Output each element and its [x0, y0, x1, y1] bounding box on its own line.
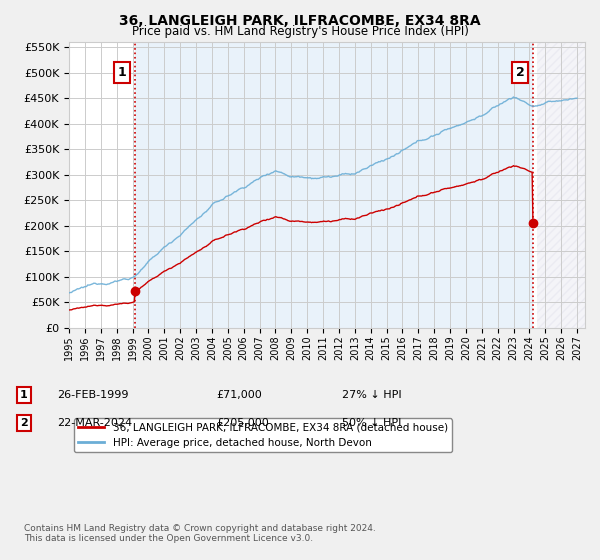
- Bar: [538, 42, 585, 328]
- Text: 26-FEB-1999: 26-FEB-1999: [57, 390, 128, 400]
- Bar: [538, 42, 585, 328]
- Text: 22-MAR-2024: 22-MAR-2024: [57, 418, 132, 428]
- Text: 2: 2: [20, 418, 28, 428]
- Text: 36, LANGLEIGH PARK, ILFRACOMBE, EX34 8RA: 36, LANGLEIGH PARK, ILFRACOMBE, EX34 8RA: [119, 14, 481, 28]
- Text: 1: 1: [20, 390, 28, 400]
- Text: £205,000: £205,000: [216, 418, 269, 428]
- Text: Contains HM Land Registry data © Crown copyright and database right 2024.
This d: Contains HM Land Registry data © Crown c…: [24, 524, 376, 543]
- Legend: 36, LANGLEIGH PARK, ILFRACOMBE, EX34 8RA (detached house), HPI: Average price, d: 36, LANGLEIGH PARK, ILFRACOMBE, EX34 8RA…: [74, 418, 452, 452]
- Text: Price paid vs. HM Land Registry's House Price Index (HPI): Price paid vs. HM Land Registry's House …: [131, 25, 469, 38]
- Text: 1: 1: [118, 66, 127, 79]
- Text: 50% ↓ HPI: 50% ↓ HPI: [342, 418, 401, 428]
- Text: 2: 2: [516, 66, 524, 79]
- Text: 27% ↓ HPI: 27% ↓ HPI: [342, 390, 401, 400]
- Text: £71,000: £71,000: [216, 390, 262, 400]
- Bar: [135, 42, 533, 328]
